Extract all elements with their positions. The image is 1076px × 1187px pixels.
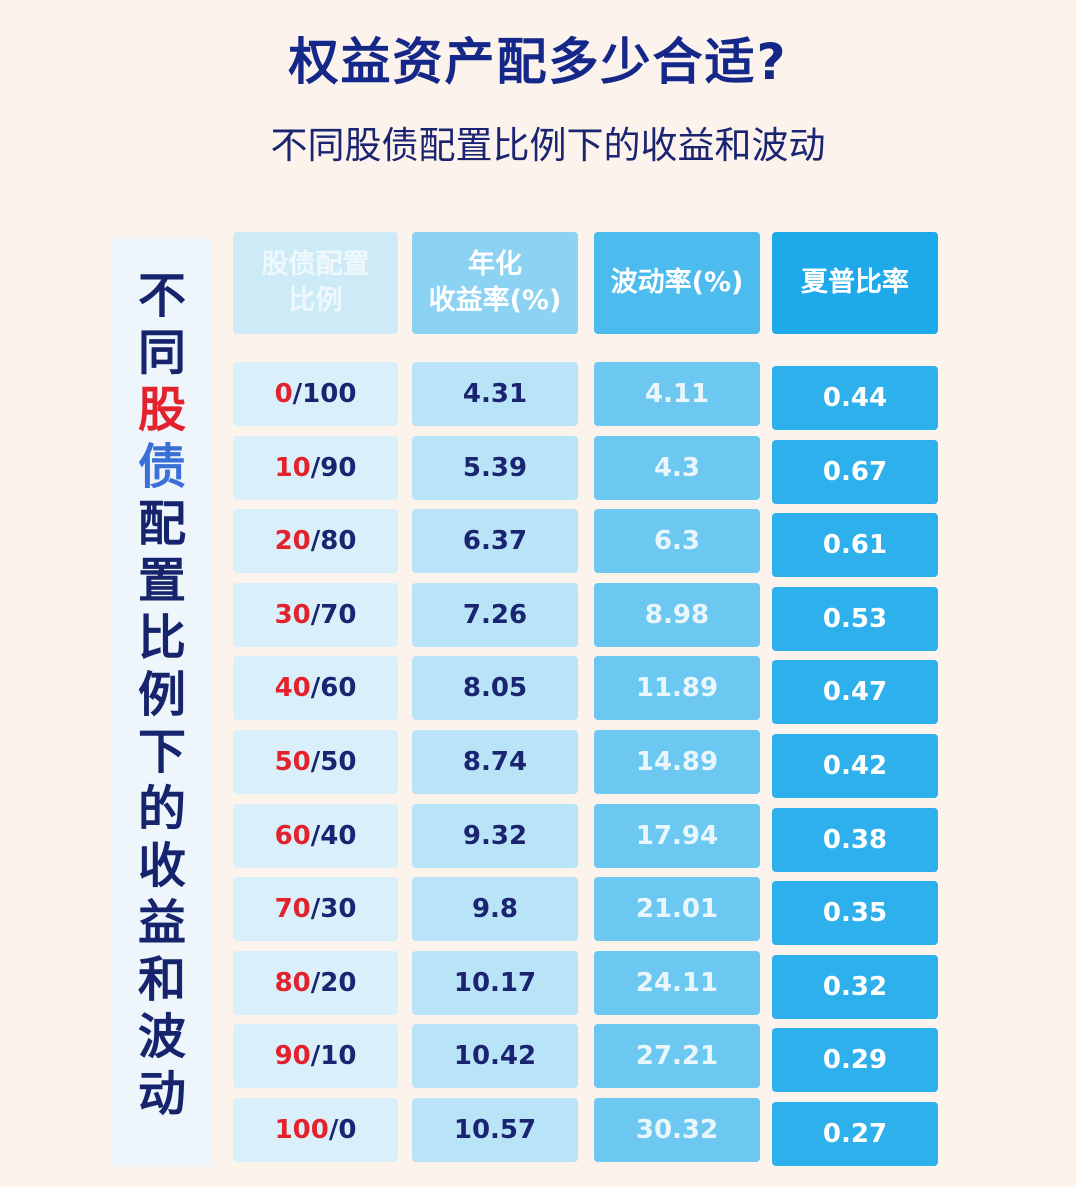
cell-allocation: 20/80: [233, 509, 398, 574]
cell-allocation: 30/70: [233, 582, 398, 647]
stock-weight: 100: [274, 1115, 329, 1145]
cell-annual-return: 8.05: [412, 656, 578, 721]
cell-annual-return: 4.31: [412, 362, 578, 426]
cell-sharpe: 0.27: [772, 1102, 938, 1166]
bond-weight: /40: [310, 820, 357, 851]
cell-sharpe: 0.61: [772, 513, 938, 578]
cell-annual-return: 5.39: [412, 435, 578, 500]
bond-weight: /100: [292, 379, 357, 409]
cell-annual-return: 10.42: [412, 1024, 578, 1089]
cell-allocation: 60/40: [233, 803, 398, 868]
header-sharpe: 夏普比率: [772, 232, 938, 334]
stock-weight: 60: [274, 820, 311, 851]
cell-sharpe: 0.44: [772, 366, 938, 430]
bond-weight: /80: [310, 526, 357, 557]
cell-annual-return: 7.26: [412, 582, 578, 647]
cell-volatility: 24.11: [594, 950, 760, 1015]
side-label-char: 比: [137, 610, 186, 666]
cell-annual-return: 6.37: [412, 509, 578, 574]
bond-weight: /20: [310, 967, 357, 998]
side-label-char: 益: [137, 895, 186, 951]
side-label-char: 股: [137, 382, 186, 438]
cell-annual-return: 10.17: [412, 950, 578, 1015]
side-label-char: 下: [137, 724, 186, 780]
cell-volatility: 30.32: [594, 1098, 760, 1162]
side-label-char: 不: [137, 268, 186, 324]
page-title: 权益资产配多少合适?: [288, 33, 788, 91]
stock-weight: 10: [274, 452, 311, 483]
cell-volatility: 4.11: [594, 362, 760, 426]
stock-weight: 90: [274, 1041, 311, 1072]
cell-sharpe: 0.35: [772, 881, 938, 946]
cell-annual-return: 9.8: [412, 877, 578, 942]
header-annual-return: 年化 收益率(%): [412, 232, 578, 334]
side-label-char: 配: [137, 496, 186, 552]
cell-volatility: 17.94: [594, 803, 760, 868]
cell-allocation: 100/0: [233, 1098, 398, 1162]
cell-sharpe: 0.53: [772, 586, 938, 651]
cell-annual-return: 8.74: [412, 730, 578, 794]
cell-volatility: 11.89: [594, 656, 760, 721]
bond-weight: /90: [310, 452, 357, 483]
bond-weight: /10: [310, 1041, 357, 1072]
side-label-char: 例: [137, 667, 186, 723]
cell-sharpe: 0.32: [772, 954, 938, 1019]
side-label-char: 同: [137, 325, 186, 381]
cell-annual-return: 10.57: [412, 1098, 578, 1162]
cell-annual-return: 9.32: [412, 803, 578, 868]
cell-sharpe: 0.67: [772, 439, 938, 504]
stock-weight: 70: [274, 894, 311, 925]
side-label-char: 波: [137, 1009, 186, 1065]
side-label-char: 收: [137, 838, 186, 894]
cell-volatility: 27.21: [594, 1024, 760, 1089]
page-subtitle: 不同股债配置比例下的收益和波动: [270, 124, 826, 167]
bond-weight: /0: [328, 1115, 357, 1145]
side-label-char: 和: [137, 952, 186, 1008]
stock-weight: 50: [274, 747, 311, 777]
cell-allocation: 0/100: [233, 362, 398, 426]
side-label-strip: [112, 237, 212, 1167]
stock-weight: 0: [274, 379, 293, 409]
header-allocation: 股债配置 比例: [233, 232, 398, 334]
cell-sharpe: 0.38: [772, 807, 938, 872]
bond-weight: /50: [310, 747, 357, 777]
cell-allocation: 80/20: [233, 950, 398, 1015]
side-label-char: 的: [137, 781, 186, 837]
cell-volatility: 6.3: [594, 509, 760, 574]
side-label-char: 债: [137, 439, 186, 495]
cell-volatility: 4.3: [594, 435, 760, 500]
cell-sharpe: 0.29: [772, 1028, 938, 1093]
header-volatility: 波动率(%): [594, 232, 760, 334]
cell-sharpe: 0.42: [772, 734, 938, 798]
cell-sharpe: 0.47: [772, 660, 938, 725]
cell-allocation: 90/10: [233, 1024, 398, 1089]
cell-allocation: 70/30: [233, 877, 398, 942]
bond-weight: /60: [310, 673, 357, 704]
stock-weight: 40: [274, 673, 311, 704]
cell-allocation: 40/60: [233, 656, 398, 721]
side-label-char: 置: [137, 553, 186, 609]
side-label-char: 动: [137, 1066, 186, 1122]
bond-weight: /70: [310, 599, 357, 630]
stock-weight: 30: [274, 599, 311, 630]
cell-allocation: 50/50: [233, 730, 398, 794]
cell-allocation: 10/90: [233, 435, 398, 500]
stock-weight: 80: [274, 967, 311, 998]
cell-volatility: 14.89: [594, 730, 760, 794]
stock-weight: 20: [274, 526, 311, 557]
cell-volatility: 8.98: [594, 582, 760, 647]
cell-volatility: 21.01: [594, 877, 760, 942]
bond-weight: /30: [310, 894, 357, 925]
